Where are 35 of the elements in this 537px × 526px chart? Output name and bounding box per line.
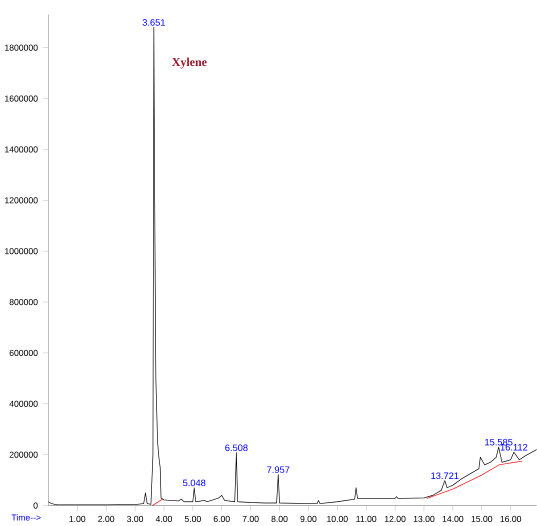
x-tick-label: 13.00 [414, 516, 434, 522]
x-tick-label: 14.00 [442, 516, 464, 522]
annotation: 16.112 [500, 444, 528, 450]
x-tick-label: 2.00 [98, 516, 114, 522]
x-tick-label: 7.00 [242, 516, 259, 522]
y-tick-label: 400000 [9, 400, 38, 407]
y-tick-label: 1200000 [5, 197, 38, 204]
y-tick-label: 1600000 [5, 95, 38, 102]
annotation: 13.721 [431, 472, 459, 479]
annotation: 6.508 [225, 444, 248, 451]
x-tick-label: 4.00 [156, 516, 172, 522]
y-tick-label: 800000 [10, 298, 38, 305]
annotation: 15.585 [485, 438, 512, 446]
x-tick-label: 12.00 [384, 516, 406, 522]
x-axis-title: Time--> [12, 514, 41, 520]
x-tick-label: 8.00 [271, 516, 288, 522]
y-tick-label: 200000 [10, 451, 38, 458]
annotation: Xylene [172, 57, 207, 68]
annotation: 3.651 [142, 18, 166, 26]
annotation: 5.048 [182, 479, 206, 486]
x-tick-label: 11.00 [356, 516, 376, 522]
y-tick-label: 1000000 [5, 248, 38, 254]
x-tick-label: 9.00 [300, 516, 316, 522]
x-tick-label: 3.00 [126, 516, 144, 522]
y-tick-label: 600000 [10, 350, 38, 356]
y-tick-label: 1400000 [5, 146, 38, 152]
y-tick-label: 0 [34, 502, 38, 508]
x-tick-label: 10.00 [327, 516, 348, 522]
x-tick-label: 15.00 [472, 516, 492, 522]
x-tick-label: 1.00 [70, 516, 86, 522]
annotation: 7.957 [267, 466, 290, 473]
x-tick-label: 5.00 [184, 516, 201, 522]
x-tick-label: 6.00 [214, 516, 230, 522]
x-tick-label: 16.00 [500, 516, 522, 522]
y-tick-label: 1800000 [5, 44, 38, 50]
